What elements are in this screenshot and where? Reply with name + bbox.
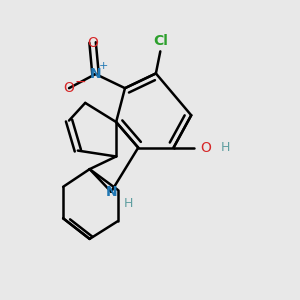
Text: +: +: [99, 61, 109, 71]
Text: N: N: [90, 67, 101, 81]
Text: O: O: [64, 81, 74, 95]
Text: −: −: [74, 75, 86, 89]
Text: H: H: [220, 141, 230, 154]
Text: O: O: [200, 141, 211, 154]
Text: H: H: [124, 197, 133, 210]
Text: O: O: [87, 35, 98, 50]
Text: Cl: Cl: [153, 34, 168, 48]
Text: N: N: [105, 185, 117, 199]
